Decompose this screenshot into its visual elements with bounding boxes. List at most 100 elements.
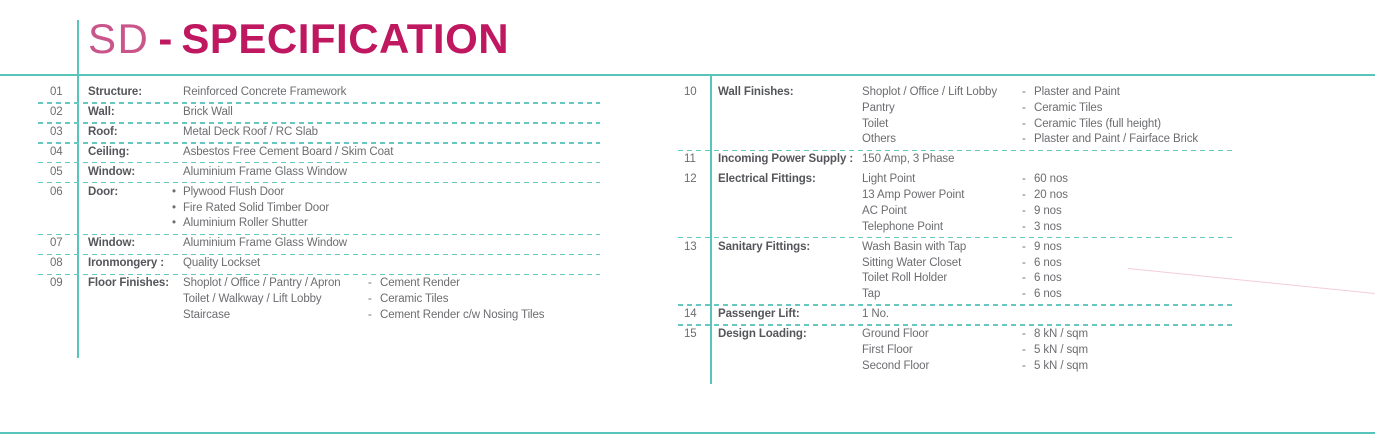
spec-number: 02 <box>50 105 63 118</box>
dashed-divider <box>38 142 600 144</box>
dash-separator: - <box>1022 189 1026 202</box>
spec-pair-key: AC Point <box>862 204 907 217</box>
spec-value: 150 Amp, 3 Phase <box>862 152 1232 168</box>
spec-pair-key: Toilet <box>862 117 889 130</box>
spec-pair-key: Shoplot / Office / Lift Lobby <box>862 86 997 98</box>
spec-row: 08 Ironmongery : Quality Lockset <box>38 256 600 272</box>
spec-row: 02 Wall: Brick Wall <box>38 105 600 121</box>
spec-number: 10 <box>684 86 697 98</box>
spec-pair-key: Shoplot / Office / Pantry / Apron <box>183 277 341 290</box>
spec-number: 11 <box>684 153 696 166</box>
spec-bullet-text: Aluminium Roller Shutter <box>183 217 308 230</box>
spec-value: Wash Basin with Tap -9 nos Sitting Water C… <box>862 240 1232 303</box>
bullet-icon: • <box>172 217 176 230</box>
dash-separator: - <box>1022 328 1026 341</box>
spec-pair-value: 20 nos <box>1034 189 1068 202</box>
bullet-icon: • <box>172 201 176 214</box>
spec-pair-value: Plaster and Paint <box>1034 86 1120 98</box>
spec-label: Electrical Fittings: <box>718 173 816 186</box>
spec-pair-value: 9 nos <box>1034 240 1062 253</box>
dash-separator: - <box>1022 117 1026 130</box>
title-separator: - <box>158 15 173 62</box>
spec-label: Passenger Lift: <box>718 308 800 321</box>
spec-pair-line: Pantry - Ceramic Tiles <box>862 101 1232 117</box>
spec-pair-line: Toilet - Ceramic Tiles (full height) <box>862 117 1232 133</box>
spec-column-left: 01 Structure: Reinforced Concrete Framewor… <box>38 85 600 328</box>
spec-bullet-text: Plywood Flush Door <box>183 185 285 198</box>
spec-value-line: 150 Amp, 3 Phase <box>862 153 955 166</box>
dash-separator: - <box>1022 173 1026 186</box>
title-prefix: SD <box>88 15 150 62</box>
spec-value: Aluminium Frame Glass Window <box>183 236 600 252</box>
spec-column-right: 10 Wall Finishes: Shoplot / Office / Lift … <box>678 85 1232 379</box>
spec-value: Ground Floor -8 kN / sqm First Floor -5 kN … <box>862 327 1232 374</box>
dash-separator: - <box>1022 359 1026 372</box>
page-title: SD - SPECIFICATION <box>88 14 509 64</box>
spec-pair-value: 60 nos <box>1034 173 1068 186</box>
spec-pair-key: Staircase <box>183 308 231 321</box>
spec-value: Quality Lockset <box>183 256 600 272</box>
spec-pair-key: Sitting Water Closet <box>862 256 962 269</box>
footer-divider-line <box>0 432 1375 434</box>
spec-value: 1 No. <box>862 307 1232 323</box>
spec-number: 04 <box>50 145 63 158</box>
spec-number: 07 <box>50 237 63 250</box>
spec-pair-line: Second Floor -5 kN / sqm <box>862 359 1232 375</box>
right-column-rule <box>710 76 712 384</box>
spec-pair-line: Shoplot / Office / Pantry / Apron - Cement… <box>183 276 600 292</box>
spec-label: Floor Finishes: <box>88 277 169 290</box>
dashed-divider <box>678 149 1232 151</box>
spec-value-line: Metal Deck Roof / RC Slab <box>183 125 318 138</box>
spec-number: 01 <box>50 86 63 98</box>
spec-value-line: Quality Lockset <box>183 257 261 270</box>
spec-value: Reinforced Concrete Framework <box>183 85 600 101</box>
dash-separator: - <box>1022 220 1026 233</box>
dashed-divider <box>38 162 600 164</box>
spec-bullet-line: • Fire Rated Solid Timber Door <box>172 201 600 217</box>
spec-bullet-line: • Aluminium Roller Shutter <box>172 216 600 232</box>
spec-value: Metal Deck Roof / RC Slab <box>183 125 600 141</box>
dashed-divider <box>38 273 600 275</box>
spec-row: 04 Ceiling: Asbestos Free Cement Board / S… <box>38 145 600 161</box>
spec-pair-key: Light Point <box>862 173 916 186</box>
spec-row: 06 Door: • Plywood Flush Door • Fire Rated So… <box>38 185 600 232</box>
dash-separator: - <box>1022 133 1026 146</box>
spec-pair-line: Sitting Water Closet -6 nos <box>862 256 1232 272</box>
spec-label: Sanitary Fittings: <box>718 240 811 253</box>
spec-pair-value: Ceramic Tiles (full height) <box>1034 117 1162 130</box>
spec-label: Ceiling: <box>88 145 130 158</box>
spec-pair-value: 6 nos <box>1034 256 1062 269</box>
spec-pair-key: Toilet Roll Holder <box>862 272 948 285</box>
spec-pair-value: 8 kN / sqm <box>1034 328 1088 341</box>
dash-separator: - <box>1022 240 1026 253</box>
spec-value-line: Aluminium Frame Glass Window <box>183 165 347 178</box>
spec-value: Asbestos Free Cement Board / Skim Coat <box>183 145 600 161</box>
dash-separator: - <box>1022 86 1026 98</box>
spec-value-line: Aluminium Frame Glass Window <box>183 237 347 250</box>
spec-number: 06 <box>50 185 63 198</box>
spec-pair-line: Telephone Point -3 nos <box>862 220 1232 236</box>
spec-label: Wall: <box>88 105 115 118</box>
spec-bullet-line: • Plywood Flush Door <box>172 185 600 201</box>
spec-pair-key: Others <box>862 133 896 146</box>
dashed-divider <box>38 122 600 124</box>
spec-pair-line: AC Point -9 nos <box>862 204 1232 220</box>
spec-number: 05 <box>50 165 63 178</box>
spec-row: 01 Structure: Reinforced Concrete Framewor… <box>38 85 600 101</box>
spec-label: Window: <box>88 165 136 178</box>
bullet-icon: • <box>172 185 176 198</box>
spec-pair-value: Ceramic Tiles <box>1034 101 1103 114</box>
spec-pair-line: Toilet Roll Holder -6 nos <box>862 271 1232 287</box>
spec-label: Ironmongery : <box>88 257 165 270</box>
spec-row: 11 Incoming Power Supply : 150 Amp, 3 Phas… <box>678 152 1232 168</box>
spec-label: Wall Finishes: <box>718 86 794 98</box>
dashed-divider <box>38 102 600 104</box>
spec-pair-value: Plaster and Paint / Fairface Brick <box>1034 133 1199 146</box>
spec-pair-value: Ceramic Tiles <box>380 293 449 306</box>
spec-pair-value: 5 kN / sqm <box>1034 343 1088 356</box>
dashed-divider <box>38 233 600 236</box>
spec-pair-key: Ground Floor <box>862 328 929 341</box>
spec-number: 14 <box>684 308 697 321</box>
spec-label: Door: <box>88 185 119 198</box>
